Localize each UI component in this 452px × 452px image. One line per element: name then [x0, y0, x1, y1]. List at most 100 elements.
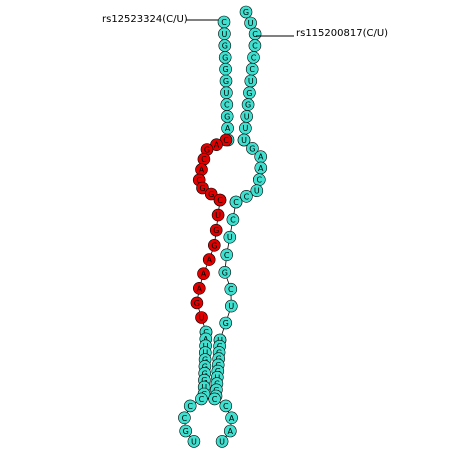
- snp-label-rs115200817: rs115200817(C/U): [296, 28, 388, 39]
- nucleotide: C: [247, 51, 260, 64]
- svg-text:U: U: [219, 437, 225, 446]
- svg-text:A: A: [229, 414, 235, 423]
- svg-text:C: C: [182, 414, 188, 423]
- svg-text:G: G: [222, 53, 228, 62]
- svg-text:C: C: [196, 176, 202, 185]
- nucleotide: C: [217, 15, 231, 29]
- svg-text:C: C: [233, 198, 239, 207]
- nucleotide: G: [241, 98, 255, 111]
- svg-text:A: A: [203, 335, 209, 344]
- nucleotide: C: [197, 152, 211, 166]
- svg-text:C: C: [212, 395, 218, 404]
- nucleotide: C: [220, 248, 233, 262]
- nucleotide: G: [200, 143, 214, 156]
- nucleotide-loop: G: [179, 424, 192, 438]
- svg-text:U: U: [223, 89, 229, 98]
- svg-text:U: U: [203, 342, 209, 351]
- nucleotide: A: [221, 121, 234, 135]
- svg-text:C: C: [199, 395, 205, 404]
- snp-label-rs12523324: rs12523324(C/U): [102, 14, 188, 25]
- nucleotide: G: [208, 239, 221, 252]
- nucleotide: C: [245, 62, 259, 76]
- nucleotide: C: [213, 193, 227, 207]
- nucleotide: A: [197, 267, 210, 281]
- svg-text:A: A: [258, 153, 264, 162]
- svg-text:G: G: [243, 8, 249, 17]
- nucleotide-loop: C: [219, 399, 233, 413]
- svg-text:A: A: [199, 166, 205, 175]
- svg-text:G: G: [246, 89, 252, 98]
- svg-text:C: C: [224, 251, 230, 260]
- nucleotide: A: [195, 163, 208, 176]
- svg-text:C: C: [224, 101, 230, 110]
- nucleotide: C: [240, 190, 253, 203]
- nucleotide: G: [218, 51, 232, 64]
- nucleotide: G: [196, 181, 209, 195]
- svg-text:A: A: [228, 427, 234, 436]
- nucleotide: A: [254, 150, 268, 163]
- svg-text:G: G: [223, 77, 229, 86]
- svg-text:C: C: [249, 65, 255, 74]
- svg-text:U: U: [201, 383, 207, 392]
- nucleotide: G: [220, 110, 234, 123]
- svg-text:G: G: [222, 65, 228, 74]
- nucleotide: G: [239, 5, 253, 19]
- svg-text:U: U: [254, 187, 260, 196]
- nucleotide: U: [240, 110, 253, 123]
- svg-text:C: C: [223, 136, 229, 145]
- svg-text:G: G: [213, 226, 219, 235]
- nucleotide-loop: A: [225, 411, 238, 425]
- svg-text:G: G: [183, 427, 189, 436]
- svg-text:G: G: [245, 101, 251, 110]
- svg-text:G: G: [201, 376, 207, 385]
- nucleotide-loop: C: [208, 392, 221, 406]
- nucleotide: C: [248, 27, 262, 41]
- nucleotide: U: [237, 133, 251, 147]
- svg-text:C: C: [228, 285, 234, 294]
- svg-text:G: G: [222, 268, 228, 277]
- svg-text:U: U: [241, 136, 247, 145]
- nucleotide: C: [226, 213, 240, 226]
- svg-text:G: G: [211, 241, 217, 250]
- svg-text:C: C: [203, 328, 209, 337]
- nucleotide: A: [193, 281, 206, 295]
- nucleotide-loop: U: [215, 435, 229, 448]
- svg-text:A: A: [197, 284, 203, 293]
- nucleotide: G: [219, 62, 232, 76]
- svg-text:U: U: [248, 19, 254, 28]
- svg-text:C: C: [244, 192, 250, 201]
- svg-text:A: A: [225, 124, 231, 133]
- nucleotide-loop: A: [224, 424, 237, 438]
- svg-text:U: U: [221, 30, 227, 39]
- svg-text:C: C: [217, 196, 223, 205]
- svg-text:G: G: [202, 369, 208, 378]
- nucleotide: C: [220, 98, 234, 111]
- svg-text:U: U: [248, 77, 254, 86]
- nucleotide: U: [223, 230, 237, 244]
- svg-text:G: G: [249, 144, 255, 153]
- nucleotide: G: [246, 142, 259, 155]
- svg-text:U: U: [191, 437, 197, 446]
- svg-text:A: A: [201, 270, 207, 279]
- svg-text:U: U: [242, 124, 248, 133]
- svg-text:G: G: [202, 356, 208, 365]
- svg-text:C: C: [223, 402, 229, 411]
- svg-text:A: A: [258, 164, 264, 173]
- nucleotide: U: [220, 86, 233, 100]
- nucleotide: C: [248, 39, 262, 52]
- svg-text:G: G: [204, 146, 210, 155]
- nucleotide: A: [202, 253, 216, 266]
- nucleotide: G: [209, 223, 223, 237]
- svg-text:C: C: [230, 216, 236, 225]
- svg-text:A: A: [206, 256, 212, 265]
- svg-text:G: G: [199, 184, 205, 193]
- nucleotide-loop: U: [187, 435, 201, 448]
- svg-text:U: U: [227, 233, 233, 242]
- nucleotide: C: [252, 173, 266, 186]
- nucleotide-loop: C: [195, 392, 208, 406]
- nucleotide: G: [204, 187, 218, 201]
- nucleotide-loop: C: [183, 399, 197, 413]
- nucleotide: G: [218, 265, 232, 279]
